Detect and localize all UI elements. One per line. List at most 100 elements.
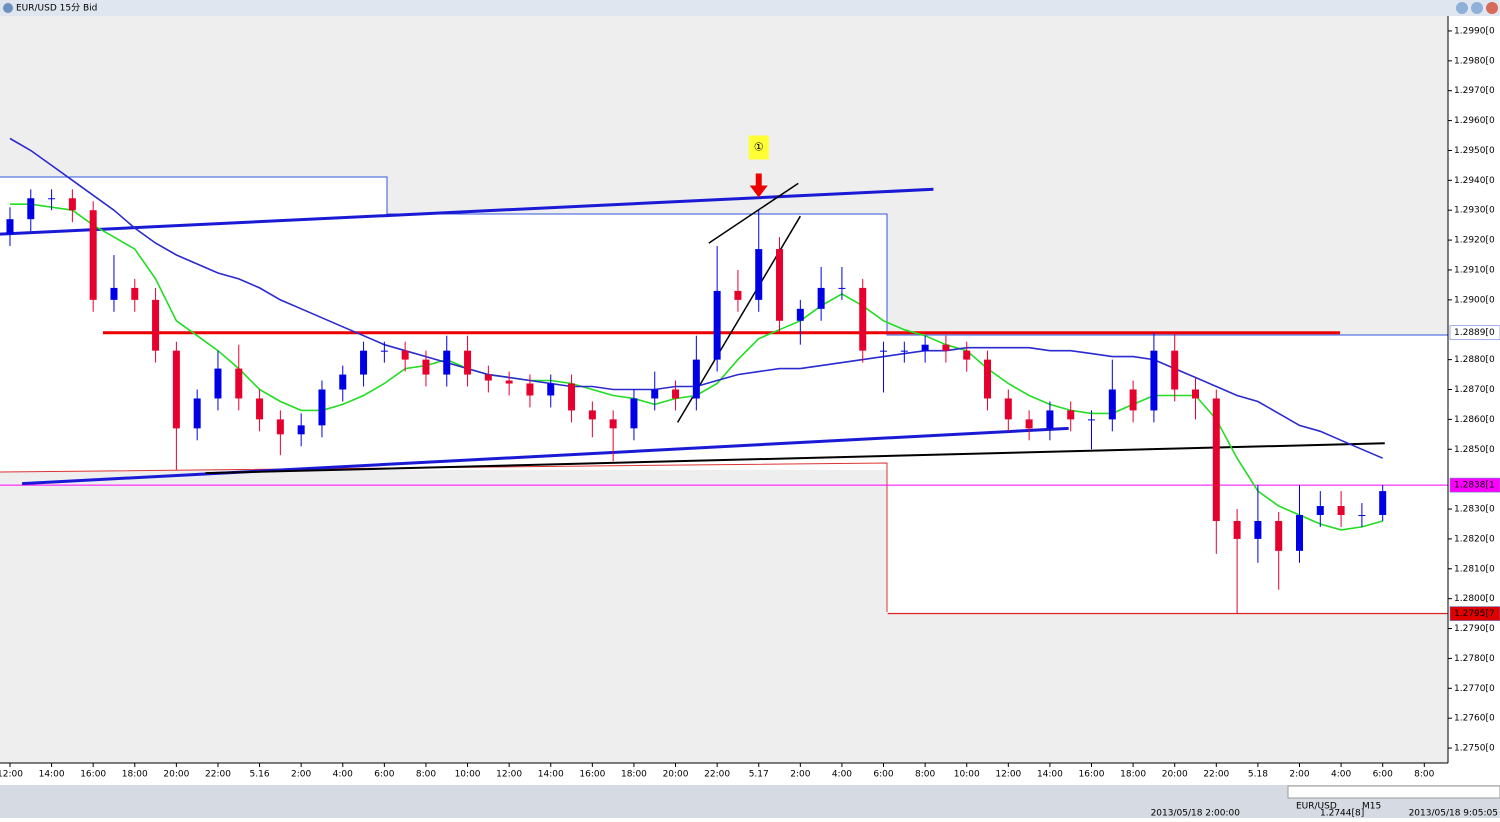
y-tick-label: 1.2820[0 [1454,534,1495,544]
x-tick-label: 16:00 [1079,770,1105,780]
x-tick-label: 16:00 [80,770,106,780]
candle-body [214,368,222,399]
level-label-box [1449,606,1500,621]
y-tick-label: 1.2870[0 [1454,385,1495,395]
candle-body [235,368,243,399]
candle-body [110,287,118,300]
candle-body [630,398,638,429]
candle-body [68,198,76,211]
candle-body [796,308,804,321]
y-tick-label: 1.2880[0 [1454,355,1495,365]
candle-body [588,410,596,420]
candle-body [256,398,264,420]
candle-body [755,249,763,300]
candle-body [568,383,576,411]
status-bar [0,785,1500,818]
candle-body [27,198,35,220]
candle-body [713,290,721,360]
candle-body [900,350,908,352]
candle-body [1046,410,1054,429]
candle-body [1233,520,1241,539]
x-tick-label: 4:00 [1331,770,1351,780]
y-tick-label: 1.2750[0 [1454,744,1495,754]
x-tick-label: 22:00 [205,770,231,780]
x-tick-label: 18:00 [621,770,647,780]
candle-body [401,350,409,360]
level-label: 1.2795[7 [1454,609,1495,619]
candle-body [921,344,929,351]
candle-body [193,398,201,429]
annotation-arrow [749,173,768,198]
candle-body [1254,520,1262,539]
y-tick-label: 1.2760[0 [1454,714,1495,724]
time-axis [0,763,1500,785]
candle-body [984,359,992,399]
close-button[interactable] [1486,2,1498,14]
plot: ① [0,135,1448,615]
level-label: 1.2889[0 [1454,328,1495,338]
trendline [21,426,1069,486]
candle-body [152,299,160,351]
level-label-box [1449,325,1500,341]
minimize-button[interactable] [1456,2,1468,14]
app-icon [3,3,13,13]
y-tick-label: 1.2970[0 [1454,86,1495,96]
range-box [0,463,1448,612]
candle-body [1212,398,1220,521]
candle-body [1192,389,1200,399]
y-tick-label: 1.2800[0 [1454,594,1495,604]
candle-body [1275,520,1283,551]
level-label-box [1449,477,1500,493]
x-tick-label: 6:00 [374,770,394,780]
y-tick-label: 1.2980[0 [1454,56,1495,66]
x-tick-label: 14:00 [1037,770,1063,780]
x-tick-label: 22:00 [1203,770,1229,780]
x-tick-label: 5.18 [1248,770,1268,780]
candle-body [942,344,950,351]
x-tick-label: 4:00 [333,770,353,780]
candle-body [1295,514,1303,551]
status-symbol: EUR/USD [1296,802,1337,812]
x-tick-label: 8:00 [416,770,436,780]
candle-body [6,219,14,235]
candle-body [464,350,472,375]
candle-body [672,389,680,399]
candle-body [1337,506,1345,515]
candle-body [1108,389,1116,420]
candle-body [443,350,451,375]
candle-body [89,210,97,300]
range-box-outline [0,176,1448,336]
navigator[interactable] [1287,785,1500,799]
y-tick-label: 1.2960[0 [1454,116,1495,126]
title-bar [0,0,1500,16]
status-timeframe: M15 [1362,802,1381,812]
y-tick-label: 1.2920[0 [1454,236,1495,246]
candle-body [526,383,534,396]
x-tick-label: 6:00 [1373,770,1393,780]
candle-body [838,287,846,289]
x-tick-label: 6:00 [873,770,893,780]
candle-body [859,287,867,351]
candle-body [1088,419,1096,421]
status-bar-time: 2013/05/18 2:00:00 [1151,809,1241,819]
x-tick-label: 18:00 [122,770,148,780]
y-tick-label: 1.2790[0 [1454,624,1495,634]
x-tick-label: 4:00 [832,770,852,780]
maximize-button[interactable] [1471,2,1483,14]
price-axis [1448,16,1500,763]
x-tick-label: 2:00 [291,770,311,780]
x-tick-label: 5.17 [749,770,769,780]
candle-body [1316,506,1324,515]
candle-body [318,389,326,426]
candle-body [692,359,700,399]
y-tick-label: 1.2990[0 [1454,26,1495,36]
window-title: EUR/USD 15分 Bid [16,3,97,14]
status-bar-price: 1.2744[8] [1320,809,1364,819]
x-tick-label: 12:00 [995,770,1021,780]
candle-body [48,198,56,200]
trendline [708,182,799,244]
candle-body [1067,410,1075,420]
level-label: 1.2838[1 [1454,481,1495,491]
y-tick-label: 1.2770[0 [1454,684,1495,694]
